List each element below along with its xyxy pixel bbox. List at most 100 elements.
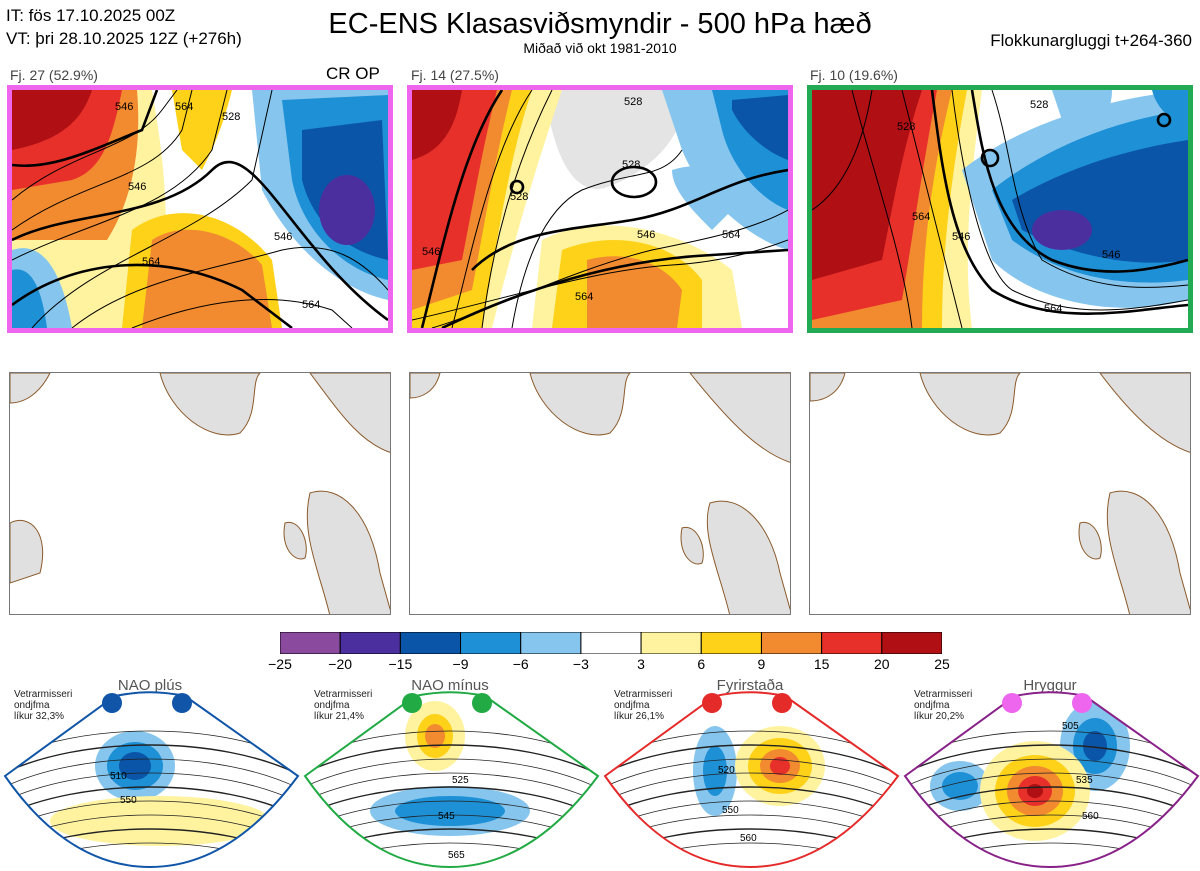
cluster-2-map[interactable]: 528 528 528 546 564 564 546 — [407, 85, 793, 333]
init-time: IT: fös 17.10.2025 00Z — [6, 6, 176, 25]
contour-label: 535 — [1076, 775, 1093, 786]
contour-label: 564 — [912, 211, 930, 223]
contour-label: 525 — [452, 775, 469, 786]
cluster-1-map[interactable]: 546 564 546 528 546 564 564 — [7, 85, 393, 333]
colorbar-swatches — [279, 631, 943, 655]
height-contour — [5, 772, 298, 804]
contour-label: 560 — [1082, 811, 1099, 822]
anomaly-shading — [703, 746, 727, 796]
regime-marker-dot — [1002, 693, 1022, 713]
regime-outline — [903, 691, 1200, 869]
contour-label: 564 — [722, 229, 740, 241]
colorbar-tick-label: 20 — [874, 656, 890, 672]
contour-label: 505 — [1062, 721, 1079, 732]
contour-label: 546 — [422, 246, 440, 258]
contour-label: 550 — [722, 805, 739, 816]
contour-label: 546 — [952, 231, 970, 243]
colorbar-tick-label: −6 — [512, 656, 529, 672]
height-contour — [905, 744, 1198, 776]
regime-marker-dot — [772, 693, 792, 713]
colorbar-tick-label: 25 — [934, 656, 950, 672]
regime-title: Fyrirstaða — [716, 677, 784, 694]
colorbar-tick-label: −9 — [452, 656, 469, 672]
empty-map-2[interactable] — [409, 372, 791, 615]
colorbar-swatch — [339, 631, 401, 655]
contour-label: 564 — [1044, 303, 1062, 315]
anomaly-shading — [395, 796, 505, 826]
regime-outline — [303, 691, 600, 869]
height-contour — [605, 772, 898, 804]
colorbar-tick-label: 6 — [697, 656, 706, 672]
contour-label: 528 — [622, 159, 640, 171]
regime-marker-dot — [172, 693, 192, 713]
contour-label: 546 — [1102, 249, 1120, 261]
colorbar — [279, 631, 943, 655]
regime-map[interactable]: 510 550 — [0, 691, 300, 871]
empty-map-3[interactable] — [809, 372, 1191, 615]
colorbar-ticks: −25 −20 −15 −9 −6 −3 3 6 9 15 20 25 — [268, 656, 950, 676]
contour-label: 564 — [302, 299, 320, 311]
height-contour — [905, 758, 1198, 790]
height-contour — [305, 772, 598, 804]
anomaly-shading — [1027, 784, 1043, 798]
regime-map[interactable]: 505 535 560 — [900, 691, 1200, 871]
coastline-map — [10, 373, 390, 614]
regime-outline — [603, 691, 900, 869]
cluster-3-label: Fj. 10 (19.6%) — [810, 67, 898, 83]
cluster-1-anomaly-plot: 546 564 546 528 546 564 564 — [12, 90, 388, 328]
height-contour — [305, 744, 598, 776]
colorbar-tick-label: −20 — [328, 656, 353, 672]
page-subtitle: Miðað við okt 1981-2010 — [523, 40, 677, 56]
colorbar-tick-label: 9 — [757, 656, 766, 672]
classification-window: Flokkunargluggi t+264-360 — [990, 31, 1192, 50]
colorbar-swatch — [700, 631, 762, 655]
contour-label: 546 — [115, 101, 133, 113]
colorbar-swatch — [760, 631, 823, 655]
anomaly-shading — [425, 724, 445, 748]
regime-marker-dot — [702, 693, 722, 713]
contour-label: 528 — [222, 111, 240, 123]
contour-label: 528 — [897, 121, 915, 133]
contour-label: 564 — [175, 101, 193, 113]
cluster-3-anomaly-plot: 528 546 564 528 546 564 — [812, 90, 1188, 328]
cluster-2-anomaly-plot: 528 528 528 546 564 564 546 — [412, 90, 788, 328]
contour-label: 546 — [274, 231, 292, 243]
contour-label: 528 — [510, 191, 528, 203]
contour-label: 550 — [120, 795, 137, 806]
height-contour — [305, 786, 598, 818]
contour-label: 520 — [718, 765, 735, 776]
regime-marker-dot — [472, 693, 492, 713]
anomaly-shading — [1083, 731, 1107, 761]
height-contour — [605, 758, 898, 790]
regime-title: NAO plús — [117, 677, 183, 694]
regime-marker-dot — [102, 693, 122, 713]
colorbar-tick-label: −15 — [388, 656, 413, 672]
regime-title: Hryggur — [1023, 677, 1077, 694]
contour-label: 528 — [624, 96, 642, 108]
cluster-2-label: Fj. 14 (27.5%) — [411, 67, 499, 83]
regime-outline — [3, 691, 300, 869]
colorbar-swatch — [881, 631, 943, 655]
height-contour — [605, 786, 898, 818]
colorbar-swatch — [821, 631, 883, 655]
anomaly-shading — [942, 772, 978, 800]
regime-marker-dot — [1072, 693, 1092, 713]
regime-probability-note: Vetrarmisseri ondjfma líkur 32,3% — [14, 689, 73, 722]
contour-label: 528 — [1030, 99, 1048, 111]
contour-label: 546 — [128, 181, 146, 193]
contour-label: 545 — [438, 811, 455, 822]
empty-map-1[interactable] — [9, 372, 391, 615]
colorbar-tick-label: −3 — [572, 656, 589, 672]
contour-label: 564 — [142, 256, 160, 268]
regime-probability-note: Vetrarmisseri ondjfma líkur 21,4% — [314, 689, 373, 722]
regime-map[interactable]: 520 550 560 — [600, 691, 900, 871]
header-info: IT: fös 17.10.2025 00Z VT: þri 28.10.202… — [6, 4, 242, 50]
height-contour — [905, 772, 1198, 804]
contour-label: 565 — [448, 850, 465, 861]
regime-map[interactable]: 525 545 565 — [300, 691, 600, 871]
cluster-3-map[interactable]: 528 546 564 528 546 564 — [807, 85, 1193, 333]
colorbar-tick-label: 15 — [813, 656, 830, 672]
colorbar-swatch — [279, 631, 341, 655]
contour-label: 564 — [575, 291, 593, 303]
contour-label: 546 — [637, 229, 655, 241]
